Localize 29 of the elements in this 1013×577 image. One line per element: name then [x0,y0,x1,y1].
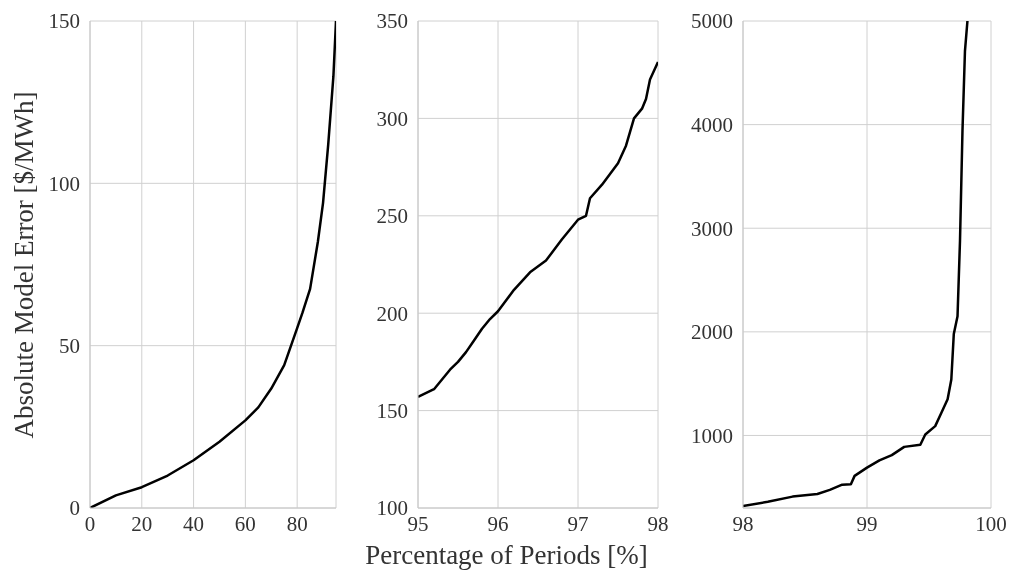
x-tick-label: 98 [647,511,669,536]
y-tick-label: 150 [48,9,80,34]
x-tick-label: 40 [183,511,205,536]
x-tick-label: 96 [487,511,509,536]
x-tick-label: 60 [234,511,256,536]
y-axis-title: Absolute Model Error [$/MWh] [8,91,40,439]
y-tick-label: 200 [376,301,408,326]
line-series [90,21,336,508]
y-tick-label: 5000 [691,9,733,34]
y-tick-label: 50 [59,334,80,359]
y-tick-label: 300 [376,106,408,131]
y-tick-label: 3000 [691,216,733,241]
x-tick-label: 98 [732,511,754,536]
y-tick-label: 4000 [691,113,733,138]
y-tick-label: 1000 [691,423,733,448]
y-tick-label: 150 [376,399,408,424]
x-tick-label: 97 [567,511,589,536]
x-tick-label: 100 [975,511,1007,536]
x-tick-label: 99 [856,511,878,536]
x-tick-label: 95 [407,511,429,536]
y-tick-label: 2000 [691,320,733,345]
line-series [418,60,658,399]
y-tick-label: 350 [376,9,408,34]
x-tick-label: 0 [84,511,96,536]
x-tick-label: 80 [286,511,308,536]
x-tick-label: 20 [131,511,153,536]
y-tick-label: 100 [48,171,80,196]
x-axis-title: Percentage of Periods [%] [364,540,649,571]
y-tick-label: 250 [376,204,408,229]
